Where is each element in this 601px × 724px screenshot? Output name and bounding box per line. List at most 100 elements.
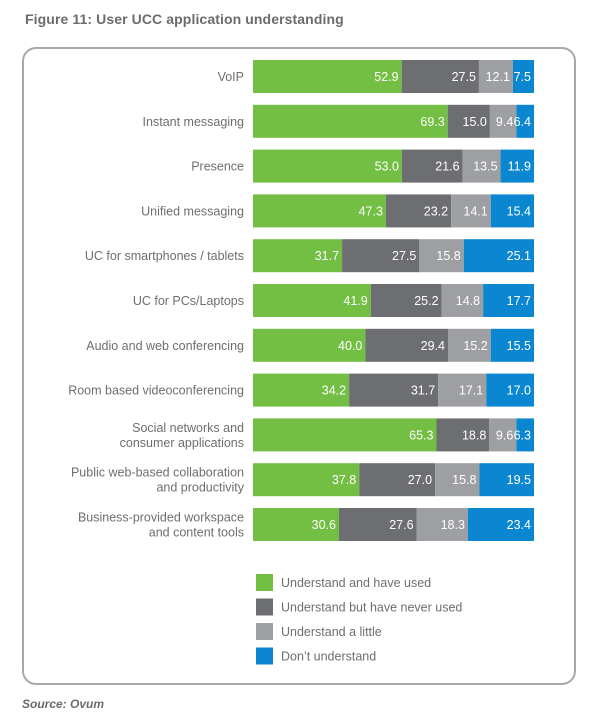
bar-segment (253, 60, 402, 93)
data-label: 25.1 (507, 249, 531, 263)
category-label: Public web-based collaboration (71, 466, 244, 480)
data-label: 7.5 (514, 70, 531, 84)
legend-swatch (256, 623, 273, 640)
bar-segment (483, 284, 534, 317)
data-label: 27.5 (392, 249, 416, 263)
bar-segment (490, 194, 534, 228)
data-label: 18.8 (462, 428, 486, 442)
bar-segment (253, 149, 402, 183)
data-label: 31.7 (315, 249, 339, 263)
legend-label: Understand and have used (281, 576, 431, 590)
bar-segment (253, 284, 371, 317)
bar-segment (385, 194, 452, 228)
bar-segment (401, 60, 479, 93)
legend-label: Understand but have never used (281, 601, 462, 615)
category-label: consumer applications (120, 436, 244, 450)
data-label: 27.0 (408, 473, 432, 487)
data-label: 14.1 (463, 204, 487, 218)
bar-segment (441, 284, 484, 317)
category-label: Social networks and (132, 421, 244, 435)
bar-segment (489, 418, 517, 452)
data-label: 6.3 (514, 428, 531, 442)
data-label: 9.4 (496, 115, 513, 129)
bar-segment (253, 328, 366, 362)
data-label: 19.5 (507, 473, 531, 487)
legend-swatch (256, 598, 273, 616)
data-label: 41.9 (343, 294, 367, 308)
bar-segment (462, 149, 501, 183)
bar-segment (516, 418, 534, 452)
category-label: and content tools (149, 526, 244, 540)
category-label: Business-provided workspace (78, 511, 244, 525)
legend-swatch (256, 647, 273, 665)
data-label: 52.9 (374, 70, 398, 84)
bar-segment (516, 104, 534, 138)
data-label: 15.8 (436, 249, 460, 263)
category-label: Unified messaging (141, 204, 244, 218)
data-label: 21.6 (435, 160, 459, 174)
bar-segment (419, 239, 464, 273)
data-label: 15.0 (463, 115, 487, 129)
data-label: 40.0 (338, 339, 362, 353)
data-label: 12.1 (486, 70, 510, 84)
data-label: 65.3 (409, 428, 433, 442)
category-label: UC for PCs/Laptops (133, 294, 244, 308)
bar-segment (486, 373, 534, 407)
bar-segment (435, 463, 480, 497)
bar-segment (463, 239, 534, 273)
bar-segment (447, 104, 490, 138)
data-label: 15.5 (507, 339, 531, 353)
data-label: 37.8 (332, 473, 356, 487)
bar-segment (338, 508, 417, 541)
category-label: and productivity (156, 481, 244, 495)
bar-segment (436, 418, 490, 452)
bar-segment (342, 239, 420, 273)
data-label: 17.0 (507, 384, 531, 398)
data-label: 30.6 (312, 518, 336, 532)
data-label: 9.6 (496, 428, 513, 442)
bar-segment (253, 418, 437, 452)
bar-segment (365, 328, 449, 362)
data-label: 27.6 (389, 518, 413, 532)
category-label: Instant messaging (143, 115, 244, 129)
legend-label: Don’t understand (281, 650, 376, 664)
data-label: 27.5 (452, 70, 476, 84)
data-label: 53.0 (375, 160, 399, 174)
bar-segment (438, 373, 487, 407)
bar-segment (500, 149, 534, 183)
bar-segment (479, 463, 534, 497)
data-label: 17.1 (459, 384, 483, 398)
category-label: Room based videoconferencing (68, 384, 244, 398)
bar-segment (448, 328, 491, 362)
data-label: 69.3 (420, 115, 444, 129)
category-label: VoIP (218, 70, 244, 84)
data-label: 13.5 (473, 160, 497, 174)
bar-segment (401, 149, 463, 183)
bar-segment (253, 239, 343, 273)
chart-frame (22, 47, 576, 685)
data-label: 29.4 (421, 339, 445, 353)
legend-swatch (256, 574, 273, 591)
data-label: 47.3 (359, 204, 383, 218)
data-label: 15.8 (452, 473, 476, 487)
figure-title: Figure 11: User UCC application understa… (25, 11, 344, 27)
category-label: UC for smartphones / tablets (85, 249, 244, 263)
bar-segment (512, 60, 534, 93)
bar-segment (467, 508, 534, 541)
bar-segment (490, 328, 534, 362)
legend-label: Understand a little (281, 625, 382, 639)
data-label: 25.2 (414, 294, 438, 308)
bar-segment (253, 194, 386, 228)
bar-segment (253, 508, 339, 541)
data-label: 23.2 (424, 204, 448, 218)
category-label: Presence (191, 160, 244, 174)
category-label: Audio and web conferencing (86, 339, 244, 353)
data-label: 34.2 (322, 384, 346, 398)
bar-segment (349, 373, 439, 407)
bar-segment (489, 104, 517, 138)
data-label: 15.2 (463, 339, 487, 353)
data-label: 15.4 (507, 204, 531, 218)
data-label: 18.3 (441, 518, 465, 532)
bar-segment (253, 373, 350, 407)
